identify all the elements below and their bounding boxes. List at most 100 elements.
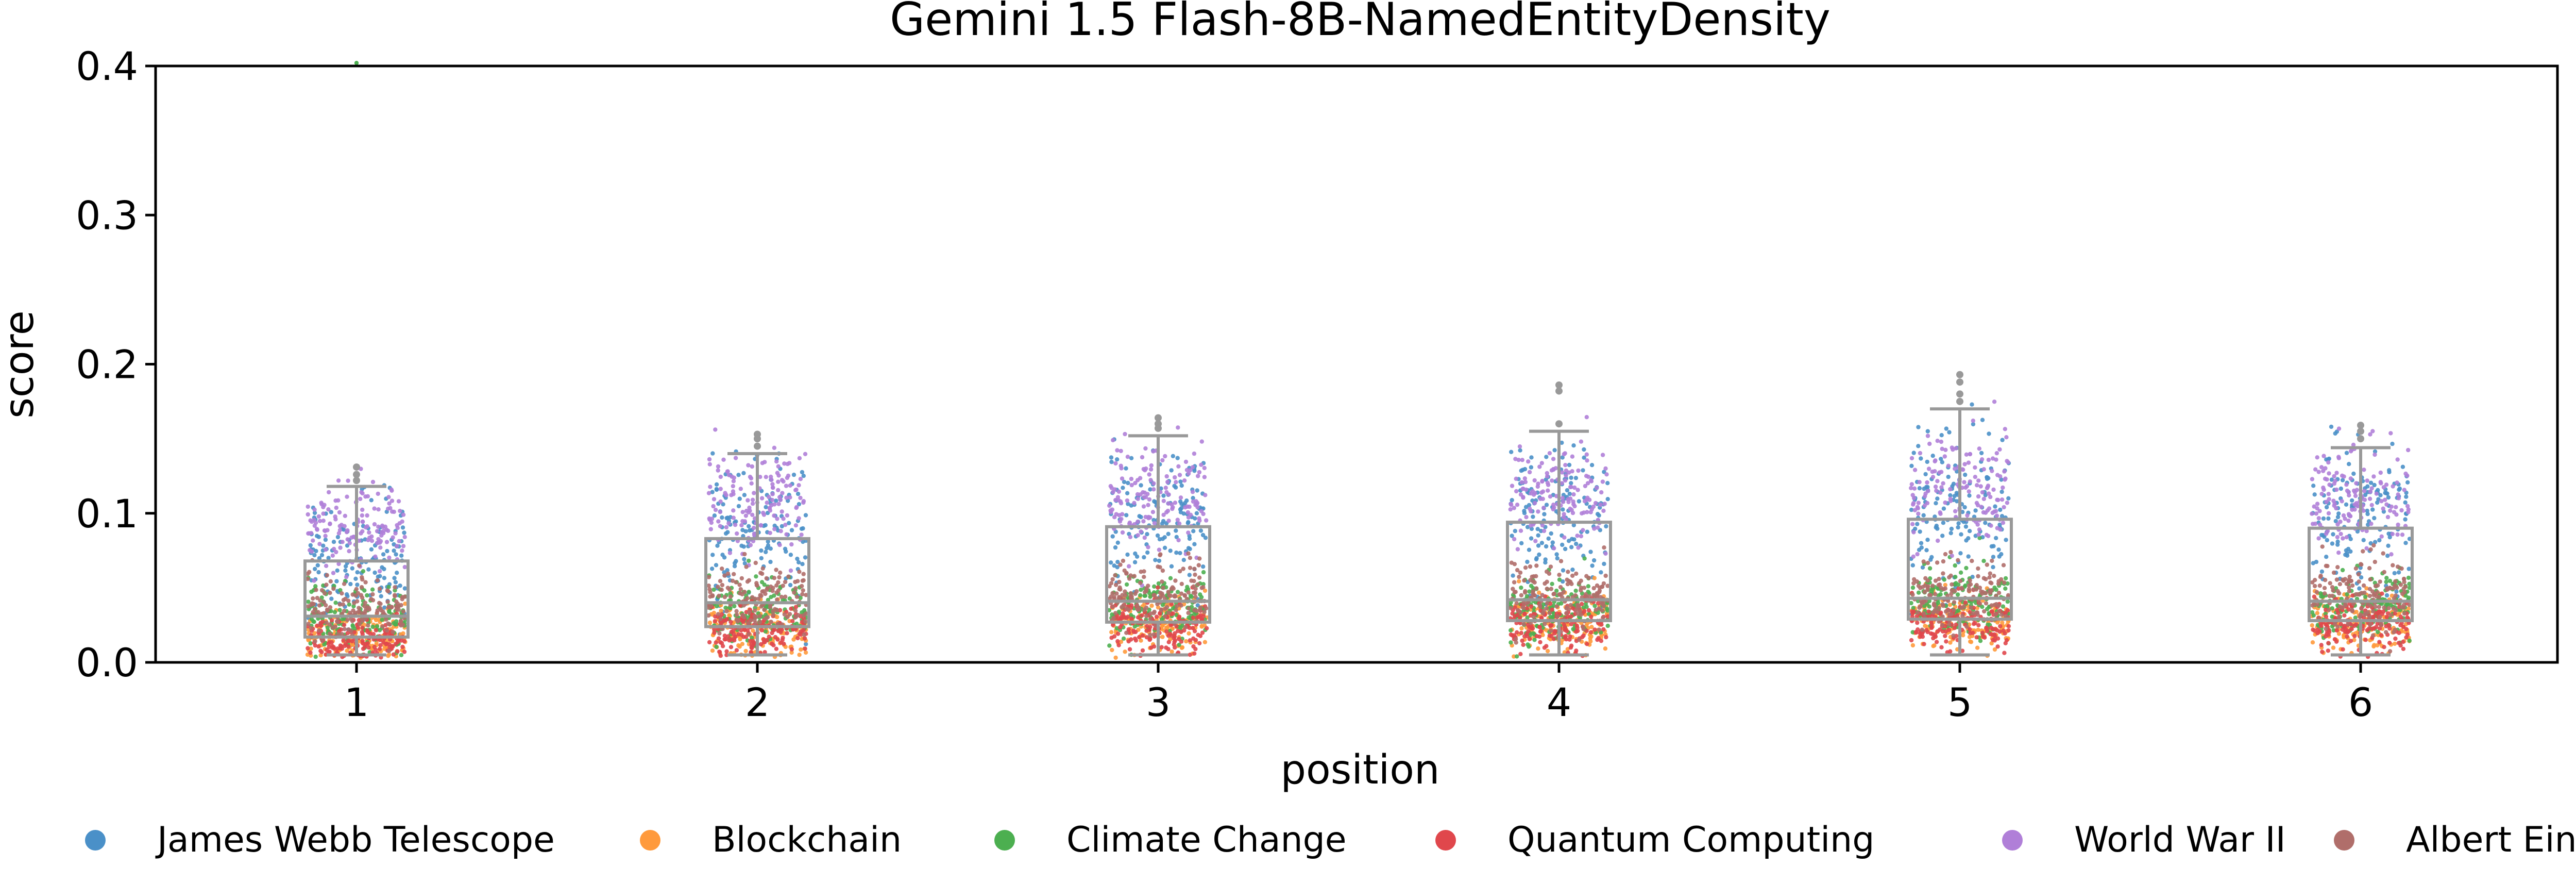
data-point: [400, 644, 405, 649]
data-point: [1915, 552, 1920, 557]
data-point: [1920, 565, 1925, 570]
data-point: [784, 549, 788, 554]
data-point: [1984, 591, 1988, 595]
data-point: [1166, 501, 1171, 506]
data-point: [760, 461, 765, 465]
data-point: [1181, 511, 1186, 516]
data-point: [1116, 643, 1121, 647]
data-point: [374, 641, 379, 645]
data-point: [1956, 582, 1961, 587]
data-point: [1599, 490, 1604, 495]
data-point: [1148, 594, 1153, 599]
data-point: [1999, 489, 2004, 494]
data-point: [1980, 490, 1985, 495]
data-point: [1917, 605, 1922, 610]
data-point: [1574, 629, 1579, 634]
data-point: [355, 599, 360, 604]
data-point: [1919, 456, 1923, 461]
data-point: [1196, 632, 1200, 637]
data-point: [747, 578, 752, 583]
data-point: [337, 528, 343, 532]
data-point: [1533, 539, 1538, 543]
data-point: [772, 513, 776, 518]
data-point: [1512, 580, 1517, 585]
data-point: [1964, 565, 1969, 571]
data-point: [400, 597, 404, 602]
data-point: [1571, 523, 1576, 527]
data-point: [774, 583, 779, 588]
data-point: [796, 560, 801, 565]
data-point: [328, 631, 332, 636]
data-point: [1947, 603, 1953, 607]
data-point: [1540, 593, 1545, 597]
data-point: [1911, 502, 1916, 507]
data-point: [1921, 559, 1926, 564]
data-point: [728, 591, 733, 596]
data-point: [378, 606, 383, 611]
data-point: [1511, 573, 1515, 578]
data-point: [1952, 494, 1957, 498]
data-point: [401, 631, 405, 636]
data-point: [1585, 529, 1589, 534]
data-point: [1184, 468, 1190, 472]
data-point: [1942, 454, 1947, 459]
data-point: [1546, 536, 1551, 541]
data-point: [360, 491, 365, 496]
data-point: [1162, 545, 1167, 551]
data-point: [1588, 549, 1593, 554]
data-point: [1950, 582, 1954, 587]
data-point: [320, 620, 325, 624]
data-point: [769, 620, 774, 624]
data-point: [1937, 606, 1941, 610]
data-point: [2310, 640, 2315, 645]
data-point: [329, 510, 333, 514]
data-point: [1190, 490, 1195, 494]
data-point: [359, 585, 364, 590]
data-point: [370, 587, 375, 592]
data-point: [780, 491, 785, 495]
data-point: [2000, 438, 2005, 442]
data-point: [389, 509, 395, 514]
data-point: [1955, 592, 1960, 597]
data-point: [363, 525, 368, 530]
data-point: [380, 565, 384, 570]
data-point: [1963, 485, 1968, 490]
data-point: [1586, 608, 1591, 613]
data-point: [1971, 611, 1975, 616]
data-point: [1536, 543, 1541, 548]
data-point: [1558, 559, 1564, 563]
data-point: [2400, 464, 2405, 469]
data-point: [341, 638, 346, 643]
data-point: [2385, 491, 2389, 496]
data-point: [1148, 515, 1153, 520]
data-point: [1115, 457, 1120, 462]
data-point: [706, 584, 711, 588]
data-point: [767, 494, 771, 499]
data-point: [1193, 572, 1197, 577]
data-point: [1921, 611, 1926, 616]
data-point: [785, 475, 790, 480]
data-point: [1584, 452, 1589, 457]
data-point: [1602, 502, 1607, 506]
data-point: [1142, 555, 1146, 560]
data-point: [1599, 570, 1603, 575]
data-point: [1116, 498, 1121, 503]
data-point: [2375, 643, 2380, 648]
data-point: [1962, 462, 1967, 467]
data-point: [370, 592, 375, 597]
data-point: [1929, 589, 1934, 594]
data-point: [328, 521, 332, 526]
data-point: [2002, 505, 2006, 510]
data-point: [1601, 615, 1605, 620]
data-point: [1115, 448, 1120, 453]
data-point: [725, 571, 731, 576]
data-point: [1115, 639, 1120, 644]
data-point: [1918, 451, 1923, 456]
data-point: [385, 588, 390, 593]
data-point: [402, 530, 406, 535]
data-point: [372, 506, 377, 511]
data-point: [1174, 528, 1178, 533]
data-point: [1526, 459, 1531, 464]
data-point: [349, 617, 353, 621]
data-point: [331, 571, 336, 575]
